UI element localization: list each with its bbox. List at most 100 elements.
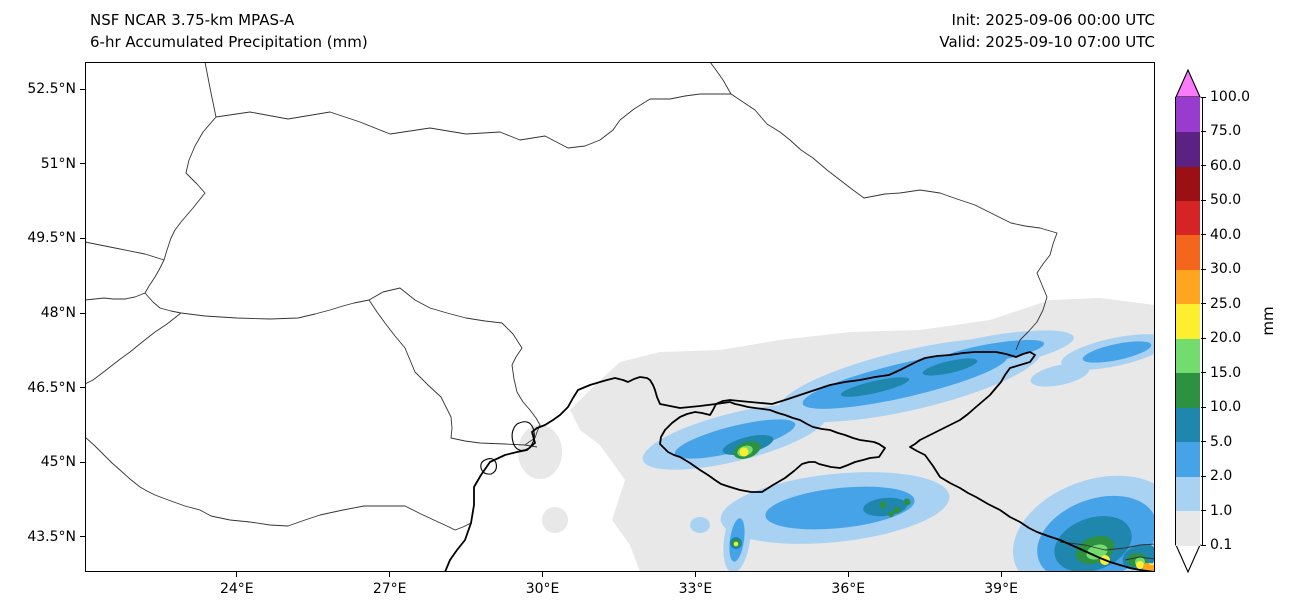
x-tick-label: 27°E	[372, 581, 407, 597]
coast-segment-azov-caucasus	[715, 351, 1155, 572]
coast-segment-west-black-sea	[444, 376, 717, 572]
precip-shape	[518, 425, 562, 479]
colorbar-tick-label: 100.0	[1210, 89, 1251, 105]
y-tick-label: 48°N	[40, 305, 76, 322]
x-tick-label: 39°E	[984, 581, 1018, 597]
y-tick-label: 49.5°N	[27, 230, 76, 247]
border-segment	[204, 62, 731, 149]
colorbar-tick-mark	[1201, 130, 1206, 132]
plot-frame	[85, 62, 1155, 572]
colorbar-tick-label: 5.0	[1210, 433, 1233, 450]
country-borders	[85, 62, 1155, 561]
border-segment	[368, 287, 541, 446]
border-segment	[163, 116, 217, 261]
colorbar-tick-mark	[1201, 234, 1206, 236]
coast-segment-lagoon	[480, 457, 497, 475]
colorbar-tick-mark	[1201, 268, 1206, 270]
border-segment	[368, 299, 538, 448]
colorbar-band	[1176, 200, 1200, 236]
colorbar-tick-mark	[1201, 510, 1206, 512]
colorbar-band	[1176, 338, 1200, 374]
colorbar-band	[1176, 131, 1200, 167]
y-tick-label: 52.5°N	[27, 81, 76, 98]
precip-shape	[765, 486, 915, 530]
colorbar-tick-mark	[1201, 372, 1206, 374]
precip-shape	[542, 507, 568, 533]
valid-time-label: Valid: 2025-09-10 07:00 UTC	[939, 33, 1155, 51]
colorbar-tick-mark	[1201, 544, 1206, 546]
y-tick-mark	[80, 88, 85, 90]
y-tick-label: 43.5°N	[27, 528, 76, 545]
y-tick-mark	[80, 237, 85, 239]
time-info-block: Init: 2025-09-06 00:00 UTC Valid: 2025-0…	[795, 9, 1155, 53]
colorbar-band	[1176, 165, 1200, 201]
colorbar-tick-label: 0.1	[1210, 537, 1233, 553]
colorbar-band	[1176, 372, 1200, 408]
precip-shape	[879, 501, 887, 509]
x-tick-mark	[1000, 572, 1002, 577]
x-tick-mark	[542, 572, 544, 577]
colorbar-under-triangle	[1175, 544, 1201, 573]
colorbar-tick-mark	[1201, 303, 1206, 305]
precip-shape	[1030, 363, 1090, 387]
border-segment	[1124, 556, 1155, 561]
colorbar-tick-label: 15.0	[1210, 364, 1242, 381]
border-segment	[1059, 541, 1155, 551]
colorbar-tick-label: 20.0	[1210, 330, 1242, 347]
colorbar-tick-label: 25.0	[1210, 295, 1242, 312]
colorbar-outline	[1175, 97, 1203, 545]
colorbar-band	[1176, 407, 1200, 443]
precip-shape	[690, 517, 710, 533]
colorbar-band	[1176, 97, 1200, 133]
border-segment	[85, 241, 165, 261]
x-tick-label: 36°E	[831, 581, 866, 597]
precip-shape	[674, 419, 796, 459]
border-segment	[85, 259, 165, 301]
precip-shape	[1082, 341, 1152, 363]
colorbar-tick-mark	[1201, 441, 1206, 443]
border-segment	[85, 312, 182, 385]
precip-shape	[903, 498, 911, 506]
colorbar-tick-label: 10.0	[1210, 399, 1242, 416]
precip-shape	[1148, 565, 1155, 572]
precip-shape	[893, 506, 901, 514]
y-tick-mark	[80, 387, 85, 389]
coast-segment-crimea	[659, 401, 886, 493]
x-tick-label: 33°E	[678, 581, 713, 597]
colorbar-band	[1176, 510, 1200, 546]
colorbar-tick-label: 60.0	[1210, 157, 1242, 174]
x-tick-mark	[236, 572, 238, 577]
colorbar-band	[1176, 303, 1200, 339]
x-tick-mark	[694, 572, 696, 577]
colorbar-band	[1176, 269, 1200, 305]
precip-shape	[1136, 561, 1144, 569]
colorbar-band	[1176, 476, 1200, 512]
colorbar-tick-mark	[1201, 337, 1206, 339]
y-tick-label: 51°N	[40, 155, 76, 172]
map-canvas	[85, 62, 1155, 572]
x-tick-mark	[847, 572, 849, 577]
precip-shape	[840, 377, 910, 397]
colorbar-tick-mark	[1201, 96, 1206, 98]
border-segment	[85, 436, 172, 502]
colorbar-tick-label: 50.0	[1210, 192, 1242, 209]
border-segment	[730, 93, 1058, 351]
colorbar-band	[1176, 441, 1200, 477]
y-tick-mark	[80, 536, 85, 538]
border-segment	[709, 62, 732, 95]
precip-shape	[922, 358, 978, 376]
precip-shape	[888, 511, 894, 517]
product-title: 6-hr Accumulated Precipitation (mm)	[90, 33, 368, 51]
colorbar-tick-label: 30.0	[1210, 261, 1242, 278]
init-time-label: Init: 2025-09-06 00:00 UTC	[951, 11, 1155, 29]
border-segment	[144, 292, 370, 320]
coastline	[444, 351, 1155, 572]
x-tick-label: 30°E	[525, 581, 560, 597]
colorbar-band	[1176, 234, 1200, 270]
colorbar-tick-label: 2.0	[1210, 468, 1233, 485]
y-tick-label: 46.5°N	[27, 379, 76, 396]
coast-segment-lagoon	[511, 421, 535, 451]
x-tick-mark	[389, 572, 391, 577]
y-tick-mark	[80, 312, 85, 314]
